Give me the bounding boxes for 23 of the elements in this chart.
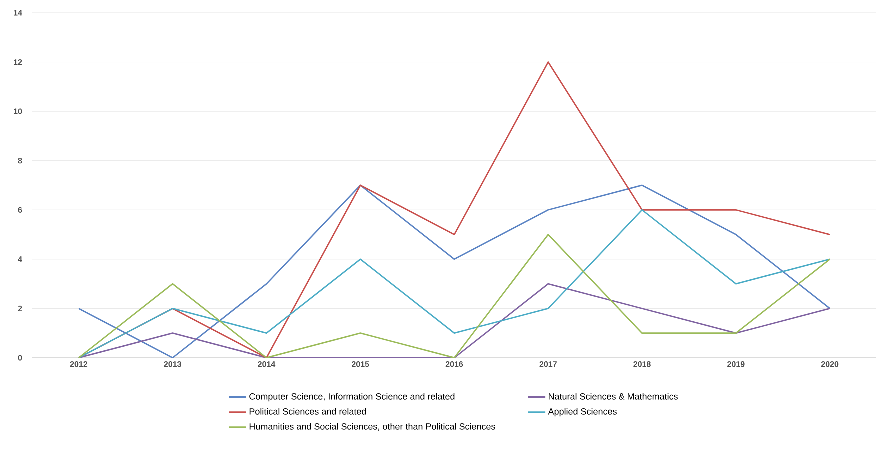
legend-label: Political Sciences and related (250, 408, 366, 415)
y-tick-label: 14 (14, 10, 22, 16)
x-tick-label: 2019 (728, 362, 745, 368)
x-tick-label: 2012 (70, 362, 88, 368)
y-tick-label: 12 (14, 59, 22, 66)
legend-label: Humanities and Social Sciences, other than Political Sciences (250, 423, 496, 431)
y-tick-label: 8 (18, 158, 22, 164)
y-tick-label: 6 (18, 207, 22, 213)
line-series (78, 234, 831, 358)
y-tick-label: 4 (18, 256, 22, 262)
x-tick-label: 2013 (164, 362, 182, 368)
legend-label: Computer Science, Information Science and related (250, 393, 455, 402)
legend-label: Applied Sciences (548, 408, 617, 417)
x-tick-label: 2017 (540, 362, 557, 368)
x-tick-label: 2015 (352, 362, 370, 368)
y-tick-label: 0 (18, 355, 22, 361)
x-tick-label: 2014 (258, 362, 276, 368)
x-tick-label: 2020 (821, 362, 839, 368)
y-tick-label: 10 (14, 108, 22, 114)
x-tick-label: 2018 (634, 362, 651, 368)
y-tick-label: 2 (18, 306, 22, 312)
x-tick-label: 2016 (446, 362, 464, 368)
legend-label: Natural Sciences & Mathematics (548, 393, 678, 400)
